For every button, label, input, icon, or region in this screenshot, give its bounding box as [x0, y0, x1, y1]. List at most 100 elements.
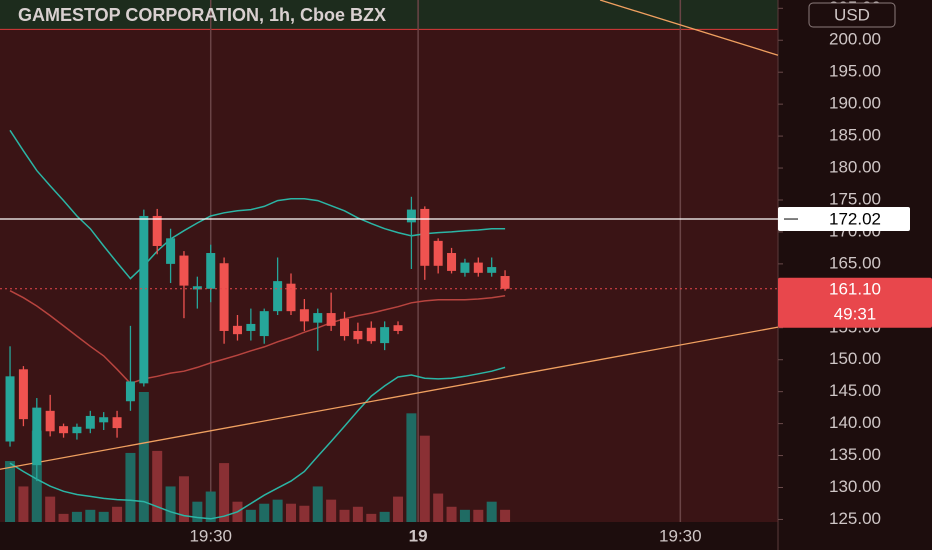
candle-body: [273, 281, 283, 312]
last-price-label: 161.10: [829, 279, 881, 298]
x-tick-label: 19:30: [189, 526, 232, 545]
volume-bar: [219, 463, 230, 522]
y-tick-label: 175.00: [829, 189, 881, 208]
volume-bar: [259, 503, 270, 522]
price-axis-background: [778, 0, 932, 550]
trend-line: [599, 0, 779, 56]
candle-body: [366, 327, 376, 342]
candle-body: [139, 215, 149, 384]
volume-bar: [366, 513, 377, 522]
candle-body: [500, 276, 510, 289]
candle-body: [340, 318, 350, 337]
volume-bar: [312, 486, 323, 522]
y-tick-label: 190.00: [829, 94, 881, 113]
candle-body: [166, 238, 176, 264]
price-label-box: [778, 207, 910, 232]
candle-body: [232, 325, 242, 335]
y-tick-label: 195.00: [829, 62, 881, 81]
volume-bar: [459, 509, 470, 522]
candle-body: [32, 407, 42, 466]
x-tick-label: 19: [409, 526, 428, 545]
volume-bar: [299, 505, 310, 522]
candle-body: [112, 417, 122, 429]
volume-bar: [500, 509, 511, 522]
plot-background: [0, 0, 778, 522]
volume-bar: [446, 506, 457, 522]
volume-bar: [393, 496, 404, 522]
volume-bar: [112, 506, 123, 522]
candle-body: [460, 262, 470, 273]
candle-body: [487, 267, 497, 273]
indicator-line: [9, 290, 506, 385]
volume-bar: [473, 509, 484, 522]
candle-body: [59, 426, 69, 434]
volume-bar: [406, 413, 417, 522]
volume-bar: [433, 493, 444, 522]
candle-body: [192, 286, 202, 290]
currency-button[interactable]: [808, 2, 896, 28]
volume-bar: [152, 450, 163, 522]
candle-body: [420, 208, 430, 266]
candle-body: [286, 283, 296, 312]
chart-title: GAMESTOP CORPORATION, 1h, Cboe BZX: [18, 5, 386, 25]
y-tick-label: 135.00: [829, 445, 881, 464]
price-label: 172.02: [829, 210, 881, 229]
y-tick-label: 150.00: [829, 349, 881, 368]
y-tick-label: 145.00: [829, 381, 881, 400]
volume-bar: [18, 486, 29, 522]
candle-body: [179, 255, 189, 286]
candle-body: [313, 313, 323, 323]
candle-body: [259, 311, 269, 337]
candle-body: [99, 417, 109, 423]
volume-bar: [5, 461, 16, 522]
y-tick-label: 125.00: [829, 509, 881, 528]
volume-bar: [486, 501, 497, 522]
volume-bar: [58, 513, 69, 522]
time-axis-background: [0, 522, 778, 550]
candle-body: [299, 309, 309, 322]
volume-bar: [71, 511, 82, 522]
volume-bar: [285, 503, 296, 522]
volume-bar: [419, 435, 430, 522]
last-price-box: [778, 277, 932, 328]
y-tick-label: 130.00: [829, 477, 881, 496]
candle-body: [473, 262, 483, 273]
candle-body: [380, 327, 390, 344]
trend-line: [0, 326, 779, 470]
candle-body: [5, 376, 15, 442]
candle-body: [353, 330, 363, 340]
volume-bar: [272, 499, 283, 522]
volume-bar: [205, 491, 216, 522]
countdown-label: 49:31: [834, 304, 877, 323]
y-tick-label: 180.00: [829, 158, 881, 177]
volume-bar: [165, 486, 176, 522]
candle-body: [18, 369, 28, 420]
y-tick-label: 200.00: [829, 30, 881, 49]
candle-body: [433, 240, 443, 266]
candle-body: [72, 426, 82, 434]
volume-bar: [245, 509, 256, 522]
candle-body: [85, 415, 95, 429]
candle-body: [447, 253, 457, 271]
volume-bar: [326, 499, 337, 522]
candle-body: [393, 325, 403, 331]
y-tick-label: 140.00: [829, 413, 881, 432]
volume-bar: [85, 509, 96, 522]
volume-bar: [178, 476, 189, 522]
candle-body: [206, 253, 216, 289]
volume-bar: [192, 501, 203, 522]
volume-bar: [125, 452, 136, 522]
y-tick-label: 185.00: [829, 126, 881, 145]
candle-body: [406, 209, 416, 223]
candle-body: [45, 410, 55, 432]
candle-body: [246, 323, 256, 331]
x-tick-label: 19:30: [659, 526, 702, 545]
indicator-line: [9, 366, 506, 520]
volume-bar: [138, 392, 149, 522]
volume-bar: [45, 496, 56, 522]
volume-bar: [379, 511, 390, 522]
candle-body: [219, 263, 229, 331]
volume-bar: [339, 509, 350, 522]
